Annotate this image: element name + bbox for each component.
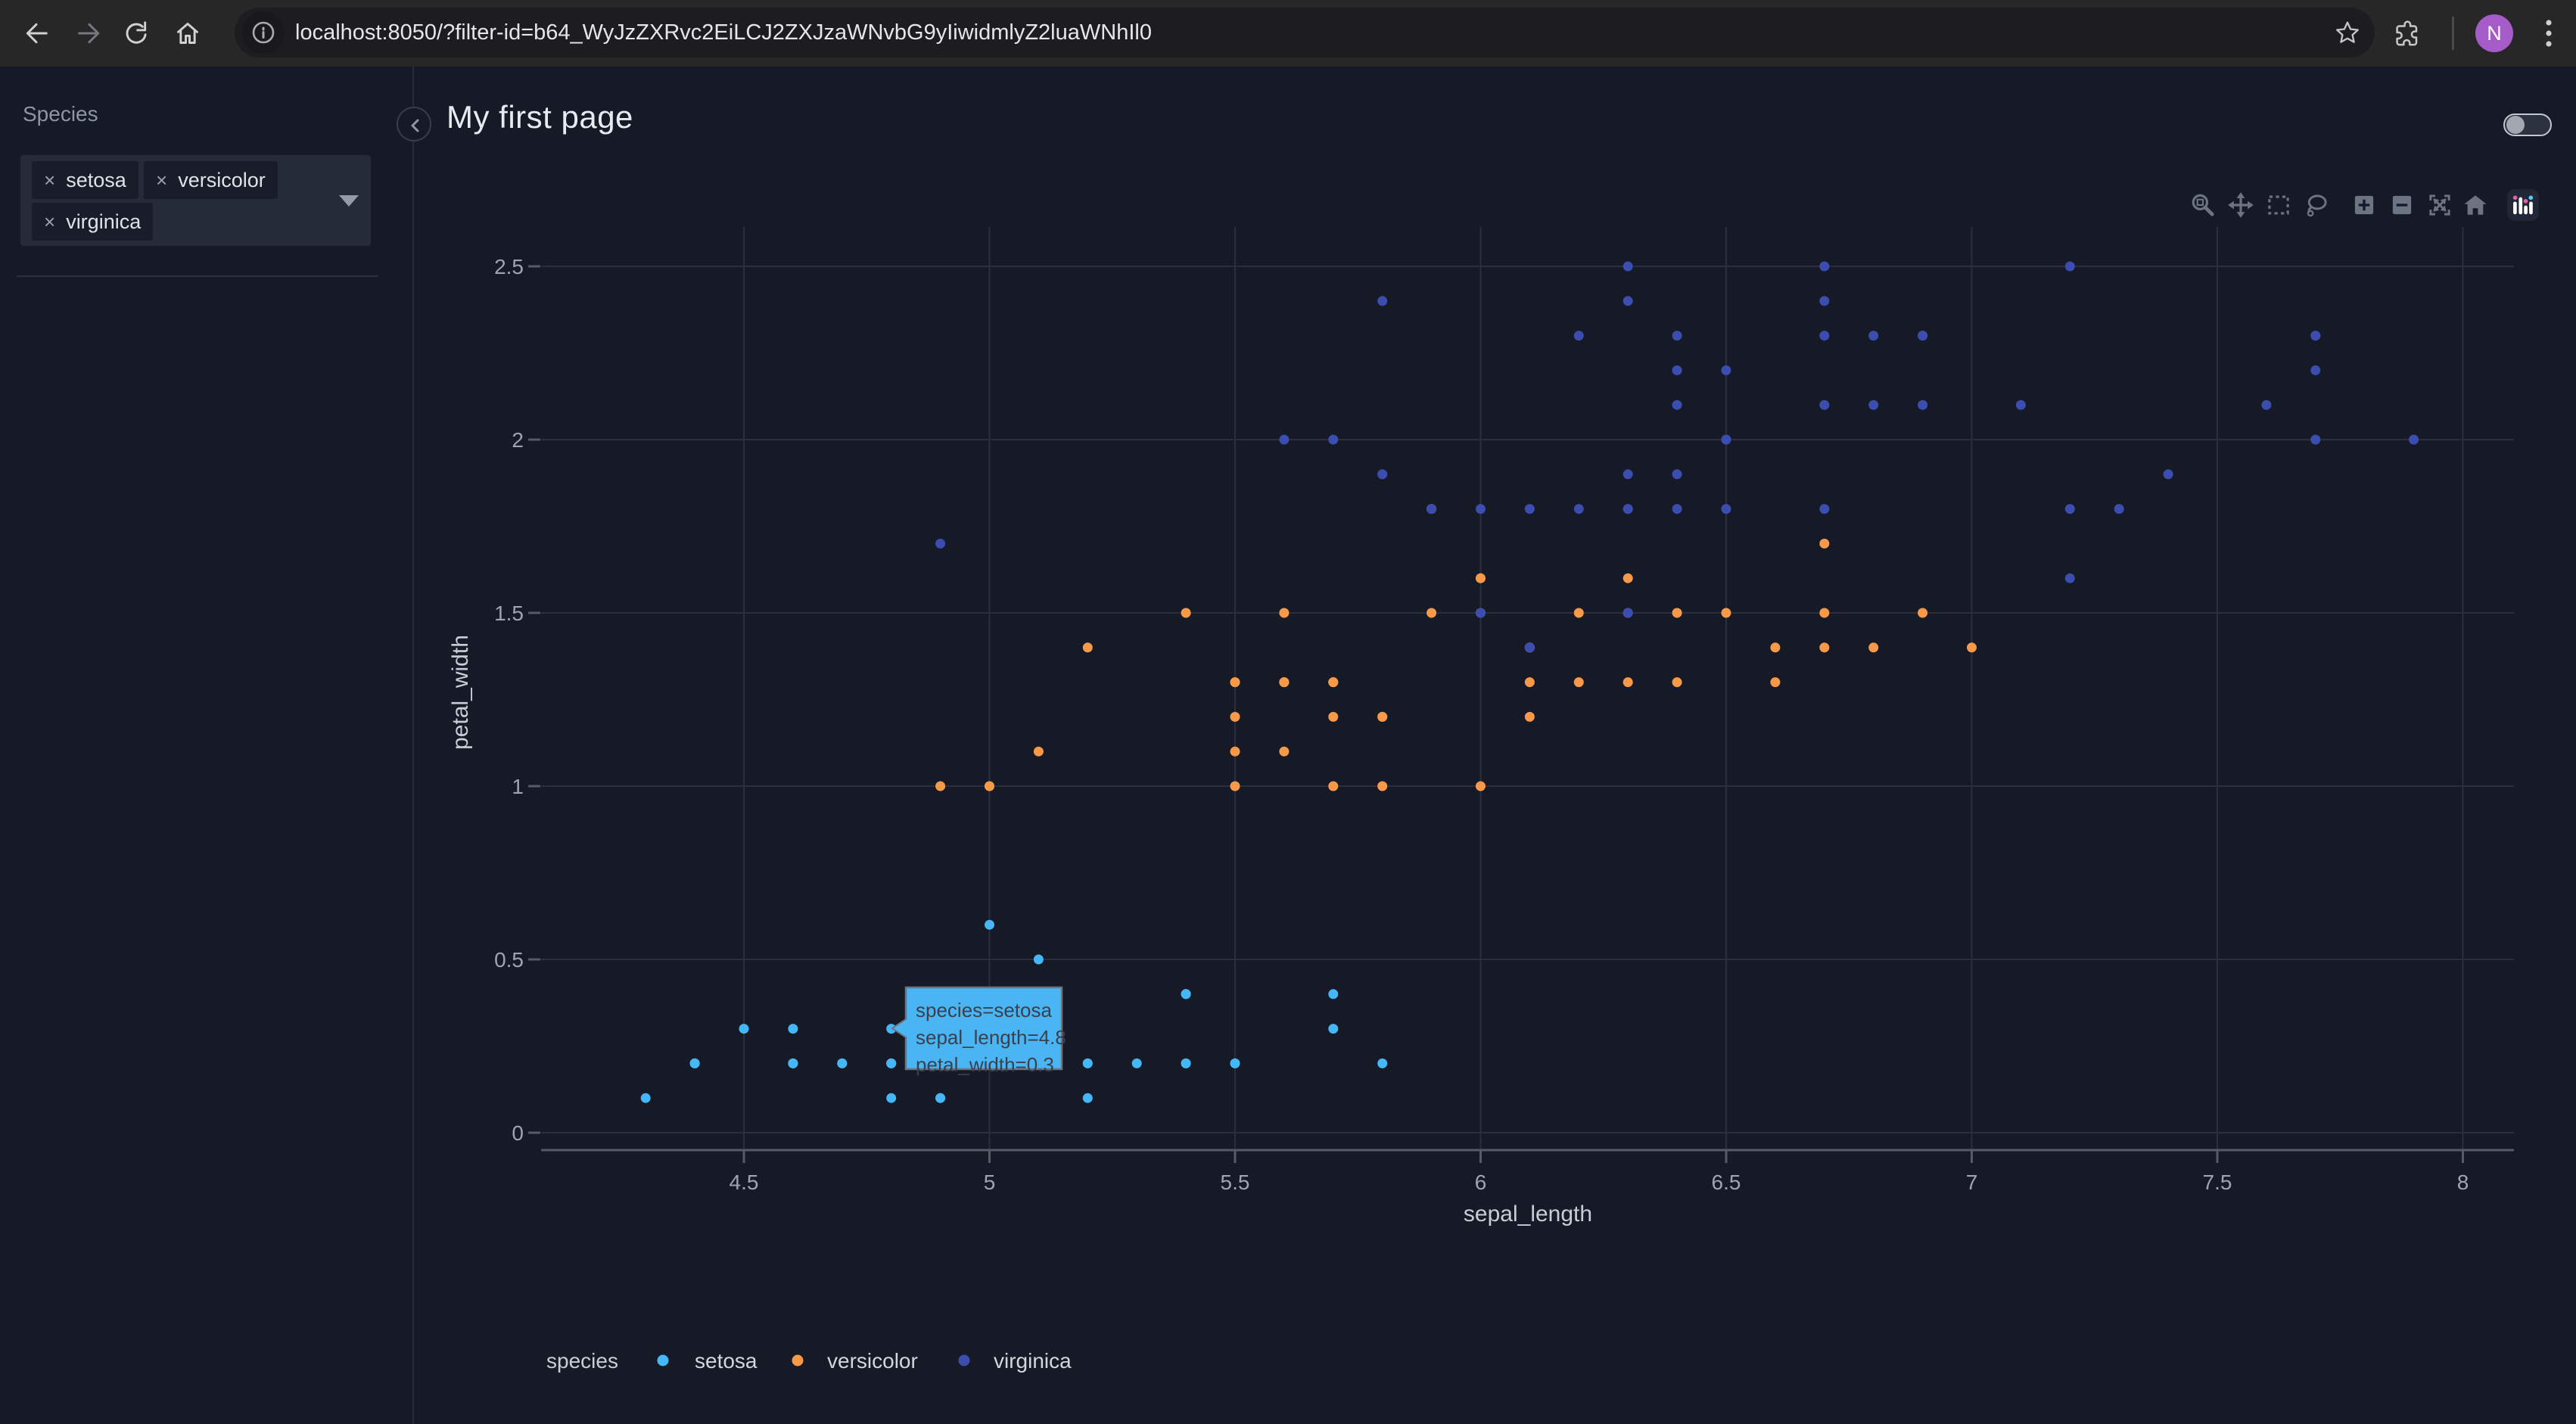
- svg-text:7.5: 7.5: [2203, 1171, 2232, 1194]
- scatter-points-versicolor[interactable]: [935, 504, 1977, 791]
- reset-axes-tool-icon[interactable]: [2459, 188, 2492, 222]
- chip-label: setosa: [66, 169, 126, 191]
- x-axis-title: sepal_length: [1464, 1202, 1592, 1227]
- gridlines: [541, 227, 2514, 1150]
- theme-toggle[interactable]: [2503, 113, 2552, 136]
- browser-toolbar: localhost:8050/?filter-id=b64_WyJzZXRvc2…: [0, 0, 2576, 68]
- svg-text:5.5: 5.5: [1221, 1171, 1250, 1194]
- chip-remove-icon[interactable]: ×: [44, 169, 56, 191]
- svg-text:0: 0: [512, 1121, 524, 1145]
- sidebar-divider: [17, 275, 378, 277]
- tick-labels: 4.5 5 5.5 6 6.5 7 7.5 8 0 0.5 1 1.5 2 2.5: [494, 255, 2469, 1194]
- filter-label: Species: [23, 102, 98, 126]
- svg-text:5: 5: [984, 1171, 996, 1194]
- species-multiselect[interactable]: × setosa × versicolor × virginica: [20, 155, 371, 246]
- axes: [528, 265, 2514, 1163]
- filter-sidebar: Species × setosa × versicolor × virginica: [0, 67, 414, 1424]
- site-info-icon[interactable]: [242, 11, 285, 54]
- bookmark-star-icon[interactable]: [2332, 17, 2363, 48]
- svg-text:petal_width=0.3: petal_width=0.3: [916, 1053, 1054, 1076]
- scatter-points-virginica[interactable]: [935, 261, 2419, 653]
- chip-remove-icon[interactable]: ×: [156, 169, 168, 191]
- svg-text:2: 2: [512, 428, 524, 452]
- page-title: My first page: [446, 99, 633, 135]
- scatter-chart[interactable]: 4.5 5 5.5 6 6.5 7 7.5 8 0 0.5 1 1.5 2 2.5 sepal_length…: [0, 67, 2576, 1424]
- zoom-tool-icon[interactable]: [2186, 188, 2220, 222]
- lasso-select-tool-icon[interactable]: [2300, 188, 2333, 222]
- chip-setosa[interactable]: × setosa: [32, 161, 138, 199]
- zoom-out-tool-icon[interactable]: [2385, 188, 2419, 222]
- url-text[interactable]: localhost:8050/?filter-id=b64_WyJzZXRvc2…: [295, 20, 1152, 45]
- toggle-knob: [2506, 116, 2525, 134]
- svg-text:1: 1: [512, 775, 524, 798]
- plotly-logo-icon[interactable]: [2506, 188, 2540, 222]
- legend-title: species: [546, 1349, 618, 1373]
- home-icon[interactable]: [173, 18, 203, 48]
- legend-label-virginica[interactable]: virginica: [994, 1349, 1072, 1373]
- toolbar-separator: [2452, 17, 2454, 50]
- extensions-icon[interactable]: [2390, 17, 2420, 47]
- chip-label: virginica: [66, 210, 142, 233]
- forward-icon[interactable]: [74, 18, 104, 48]
- hover-tooltip: species=setosa sepal_length=4.8 petal_widt…: [891, 986, 1066, 1076]
- svg-text:1.5: 1.5: [494, 602, 524, 625]
- legend-label-setosa[interactable]: setosa: [695, 1349, 758, 1373]
- legend-marker-setosa[interactable]: [657, 1354, 669, 1366]
- svg-text:species=setosa: species=setosa: [916, 999, 1052, 1021]
- svg-text:0.5: 0.5: [494, 948, 524, 972]
- back-icon[interactable]: [21, 18, 51, 48]
- y-axis-title: petal_width: [448, 635, 473, 750]
- chip-virginica[interactable]: × virginica: [32, 203, 154, 241]
- legend-marker-virginica[interactable]: [958, 1354, 970, 1366]
- url-bar[interactable]: localhost:8050/?filter-id=b64_WyJzZXRvc2…: [235, 8, 2375, 58]
- profile-avatar[interactable]: N: [2475, 14, 2513, 52]
- pan-tool-icon[interactable]: [2224, 188, 2257, 222]
- svg-text:8: 8: [2457, 1171, 2469, 1194]
- chip-remove-icon[interactable]: ×: [44, 210, 56, 233]
- svg-text:4.5: 4.5: [730, 1171, 759, 1194]
- dashboard-page: Species × setosa × versicolor × virginica M…: [0, 67, 2576, 1424]
- chart-legend[interactable]: species setosa versicolor virginica: [546, 1349, 1072, 1373]
- plotly-modebar: [2186, 188, 2544, 222]
- chevron-down-icon[interactable]: [339, 195, 359, 207]
- chip-versicolor[interactable]: × versicolor: [144, 161, 278, 199]
- autoscale-tool-icon[interactable]: [2423, 188, 2456, 222]
- refresh-icon[interactable]: [121, 18, 151, 48]
- legend-label-versicolor[interactable]: versicolor: [827, 1349, 918, 1373]
- svg-text:7: 7: [1966, 1171, 1978, 1194]
- chip-label: versicolor: [178, 169, 266, 191]
- svg-text:6.5: 6.5: [1712, 1171, 1741, 1194]
- svg-text:sepal_length=4.8: sepal_length=4.8: [916, 1026, 1066, 1049]
- legend-marker-versicolor[interactable]: [792, 1354, 804, 1366]
- box-select-tool-icon[interactable]: [2262, 188, 2295, 222]
- zoom-in-tool-icon[interactable]: [2347, 188, 2381, 222]
- browser-menu-icon[interactable]: [2534, 17, 2564, 50]
- svg-text:2.5: 2.5: [494, 255, 524, 278]
- collapse-sidebar-button[interactable]: [397, 107, 431, 141]
- svg-text:6: 6: [1475, 1171, 1487, 1194]
